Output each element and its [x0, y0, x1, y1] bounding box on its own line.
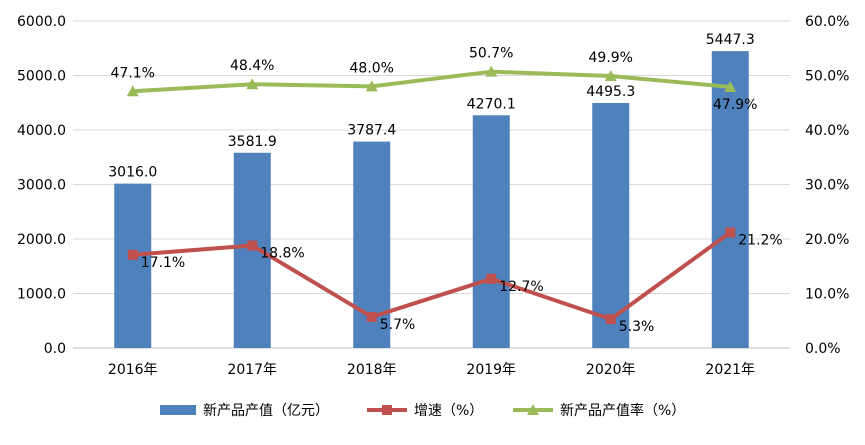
right-axis: 0.0% 10.0% 20.0% 30.0% 40.0% 50.0% 60.0% — [805, 14, 849, 357]
bar-value-label: 3581.9 — [228, 134, 277, 150]
growth-marker — [486, 273, 497, 284]
bar — [114, 183, 152, 348]
rate-marker — [365, 80, 378, 92]
growth-marker — [127, 249, 138, 260]
left-tick-label: 6000.0 — [17, 14, 66, 30]
growth-marker — [247, 240, 258, 251]
rate-marker — [604, 70, 617, 82]
x-tick-label: 2019年 — [466, 362, 516, 378]
rate-value-label: 49.9% — [589, 50, 633, 66]
right-tick-label: 10.0% — [805, 287, 849, 303]
x-tick-label: 2020年 — [586, 362, 636, 378]
growth-line — [132, 230, 732, 322]
legend-bar-label: 新产品产值（亿元） — [203, 403, 329, 419]
data-labels: 3016.0 3581.9 3787.4 4270.1 4495.3 5447.3 17.1… — [108, 32, 782, 335]
left-tick-label: 2000.0 — [17, 232, 66, 248]
growth-value-label: 5.3% — [619, 319, 655, 335]
legend-rate-label: 新产品产值率（%） — [560, 402, 685, 419]
bar-value-label: 5447.3 — [706, 32, 755, 48]
legend-bar-swatch — [160, 405, 196, 415]
bar-value-label: 3787.4 — [347, 123, 396, 139]
rate-value-label: 50.7% — [469, 46, 513, 62]
bar-series — [114, 51, 749, 349]
left-tick-label: 5000.0 — [17, 69, 66, 85]
right-tick-label: 20.0% — [805, 232, 849, 248]
x-axis: 2016年 2017年 2018年 2019年 2020年 2021年 — [73, 347, 790, 378]
bar-value-label: 3016.0 — [108, 165, 157, 181]
growth-value-label: 12.7% — [499, 279, 543, 295]
bar-value-label: 4270.1 — [467, 96, 516, 112]
growth-value-label: 5.7% — [380, 317, 416, 333]
legend: 新产品产值（亿元） 增速（%） 新产品产值率（%） — [160, 402, 685, 419]
left-tick-label: 3000.0 — [17, 178, 66, 194]
growth-value-label: 18.8% — [260, 246, 304, 262]
left-axis: 0.0 1000.0 2000.0 3000.0 4000.0 5000.0 6000.0 — [17, 14, 66, 357]
left-tick-label: 0.0 — [44, 341, 66, 357]
x-tick-label: 2018年 — [347, 362, 397, 378]
x-tick-label: 2017年 — [227, 362, 277, 378]
right-tick-label: 30.0% — [805, 178, 849, 194]
legend-growth-label: 增速（%） — [414, 403, 483, 419]
rate-value-label: 47.1% — [111, 65, 155, 81]
x-tick-label: 2016年 — [108, 362, 158, 378]
growth-value-label: 17.1% — [141, 255, 185, 271]
left-tick-label: 4000.0 — [17, 123, 66, 139]
right-tick-label: 40.0% — [805, 123, 849, 139]
growth-marker — [605, 314, 616, 325]
right-tick-label: 0.0% — [805, 341, 841, 357]
rate-line — [132, 69, 731, 94]
rate-value-label: 48.0% — [350, 60, 394, 76]
left-tick-label: 1000.0 — [17, 287, 66, 303]
rate-marker — [724, 80, 737, 92]
gridlines — [73, 20, 790, 294]
right-tick-label: 60.0% — [805, 14, 849, 30]
growth-marker — [366, 311, 377, 322]
right-tick-label: 50.0% — [805, 69, 849, 85]
rate-marker — [485, 65, 498, 77]
line-series — [126, 65, 737, 325]
legend-rate-marker — [527, 404, 539, 415]
x-tick-label: 2021年 — [705, 362, 755, 378]
bar — [592, 103, 630, 348]
growth-value-label: 21.2% — [738, 232, 782, 248]
bar — [711, 51, 749, 348]
bar — [472, 115, 510, 349]
rate-marker — [246, 78, 259, 90]
rate-marker — [126, 85, 139, 97]
bar-value-label: 4495.3 — [586, 84, 635, 100]
growth-marker — [725, 227, 736, 238]
rate-value-label: 47.9% — [713, 97, 757, 113]
legend-growth-marker — [382, 405, 392, 415]
rate-value-label: 48.4% — [230, 58, 274, 74]
